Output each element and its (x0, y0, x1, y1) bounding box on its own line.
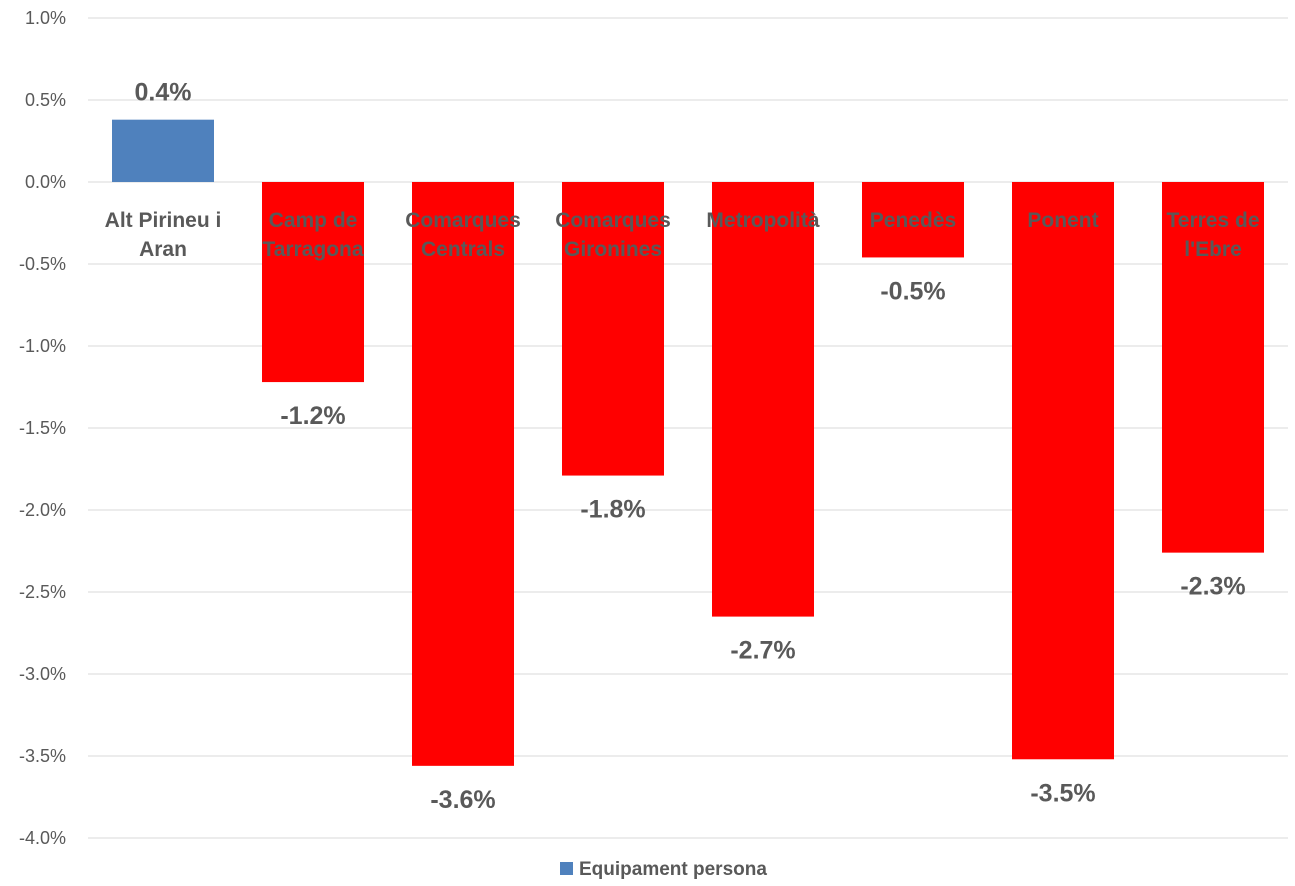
y-tick-label: 1.0% (25, 8, 66, 28)
category-label: Alt Pirineu i Aran (105, 209, 222, 261)
y-tick-label: -3.5% (19, 746, 66, 766)
bar (1162, 182, 1264, 553)
category-label: Penedès (870, 209, 956, 232)
data-label: -2.3% (1180, 573, 1245, 601)
bar (262, 182, 364, 383)
category-label-line: Metropolità (706, 209, 819, 232)
category-label: Camp de Tarragona (262, 209, 363, 261)
category-label-line: Comarques (555, 209, 671, 232)
category-label-line: Ponent (1027, 209, 1098, 232)
category-label: Metropolità (706, 209, 819, 232)
legend: Equipament persona (560, 859, 767, 880)
bars (112, 119, 1264, 766)
legend-swatch (560, 862, 573, 875)
bar (712, 182, 814, 617)
y-tick-label: -1.0% (19, 336, 66, 356)
data-label: -3.6% (430, 786, 495, 814)
category-label-line: Alt Pirineu i (105, 209, 222, 232)
bar (562, 182, 664, 476)
data-labels: 0.4% -1.2% -3.6% -1.8% -2.7% -0.5% -3.5% -2.3% (135, 79, 1246, 814)
category-label-line: Camp de (269, 209, 358, 232)
category-label-line: Terres de (1167, 209, 1260, 232)
data-label: -3.5% (1030, 779, 1095, 807)
data-label: -2.7% (730, 637, 795, 665)
category-label: Comarques Gironines (555, 209, 671, 261)
category-label-line: Penedès (870, 209, 956, 232)
data-label: -1.2% (280, 402, 345, 430)
y-tick-label: -2.0% (19, 500, 66, 520)
category-label-line: Centrals (421, 238, 505, 261)
category-label-line: Tarragona (262, 238, 363, 261)
category-labels: Alt Pirineu i Aran Camp de Tarragona Comarqu… (105, 209, 1260, 261)
category-label-line: Gironines (564, 238, 662, 261)
data-label: 0.4% (135, 79, 192, 107)
y-tick-label: 0.5% (25, 90, 66, 110)
category-label: Ponent (1027, 209, 1098, 232)
y-tick-label: -2.5% (19, 582, 66, 602)
category-label: Comarques Centrals (405, 209, 521, 261)
bar (1012, 182, 1114, 760)
bar (412, 182, 514, 766)
y-tick-label: -1.5% (19, 418, 66, 438)
category-label-line: Comarques (405, 209, 521, 232)
bar (862, 182, 964, 258)
category-label-line: l'Ebre (1184, 238, 1242, 261)
category-label: Terres de l'Ebre (1167, 209, 1260, 261)
category-label-line: Aran (139, 238, 187, 261)
y-tick-label: -0.5% (19, 254, 66, 274)
y-tick-label: -3.0% (19, 664, 66, 684)
y-tick-label: 0.0% (25, 172, 66, 192)
data-label: -1.8% (580, 496, 645, 524)
data-label: -0.5% (880, 277, 945, 305)
y-tick-label: -4.0% (19, 828, 66, 848)
bar (112, 119, 214, 182)
legend-label: Equipament persona (579, 859, 767, 880)
y-axis-ticks: 1.0% 0.5% 0.0% -0.5% -1.0% -1.5% -2.0% -2.5% -3.… (19, 8, 66, 848)
